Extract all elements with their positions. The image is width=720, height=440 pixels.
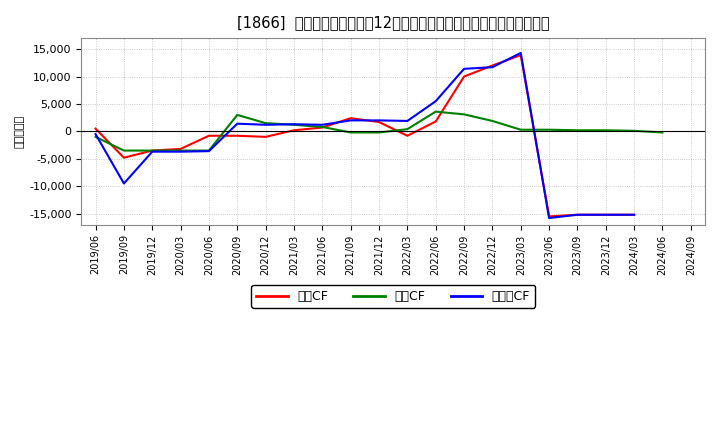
- Title: [1866]  キャッシュフローの12か月移動合計の対前年同期増減額の推移: [1866] キャッシュフローの12か月移動合計の対前年同期増減額の推移: [237, 15, 549, 30]
- Legend: 営業CF, 投資CF, フリーCF: 営業CF, 投資CF, フリーCF: [251, 285, 535, 308]
- Y-axis label: （百万円）: （百万円）: [15, 115, 25, 148]
